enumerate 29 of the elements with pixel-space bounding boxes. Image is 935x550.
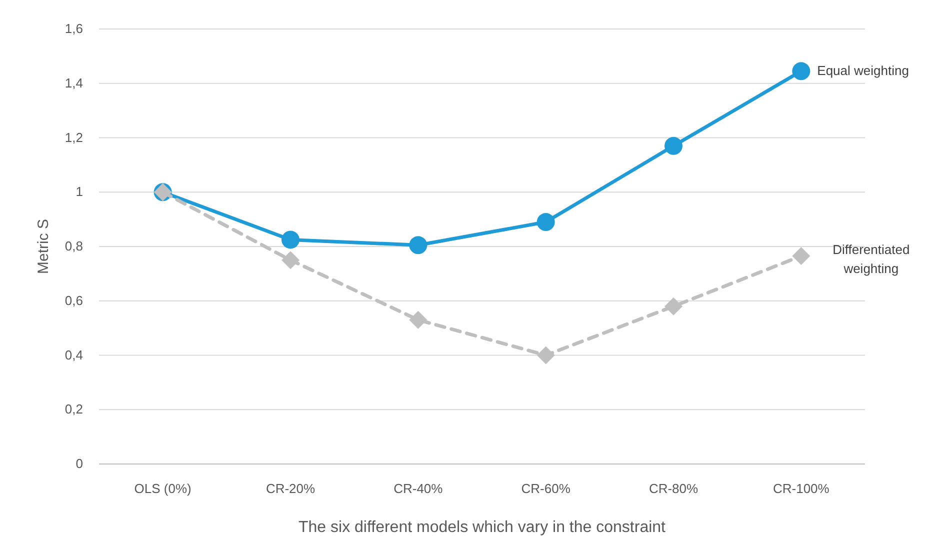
x-tick-label: CR-20% [266,481,316,496]
series-label: Equal weighting [817,63,909,78]
point [792,62,810,80]
y-tick-label: 1 [76,184,83,200]
y-axis-title: Metric S [35,218,52,274]
point [409,310,428,329]
point [282,230,300,249]
y-tick-label: 1,6 [64,21,83,36]
y-tick-label: 1,4 [64,75,83,90]
x-tick-label: CR-60% [521,481,571,496]
x-tick-label: OLS (0%) [134,481,192,496]
y-tick-label: 0,4 [64,347,83,362]
x-axis-title: The six different models which vary in the constraint [298,519,666,536]
y-tick-label: 0 [76,456,83,471]
x-tick-label: CR-80% [648,481,699,496]
y-tick-label: 0,2 [64,402,83,417]
point [664,297,682,316]
point [409,236,428,254]
y-tick-label: 1,2 [64,130,83,145]
x-tick-label: CR-40% [394,481,444,496]
point [536,346,555,364]
x-tick-label: CR-100% [772,481,830,496]
point [664,136,682,155]
point [536,213,555,232]
point [282,251,300,270]
series-label: Differentiated weighting [832,242,910,276]
y-tick-label: 0,6 [64,292,83,308]
y-tick-label: 0,8 [64,238,83,254]
point [792,247,810,266]
